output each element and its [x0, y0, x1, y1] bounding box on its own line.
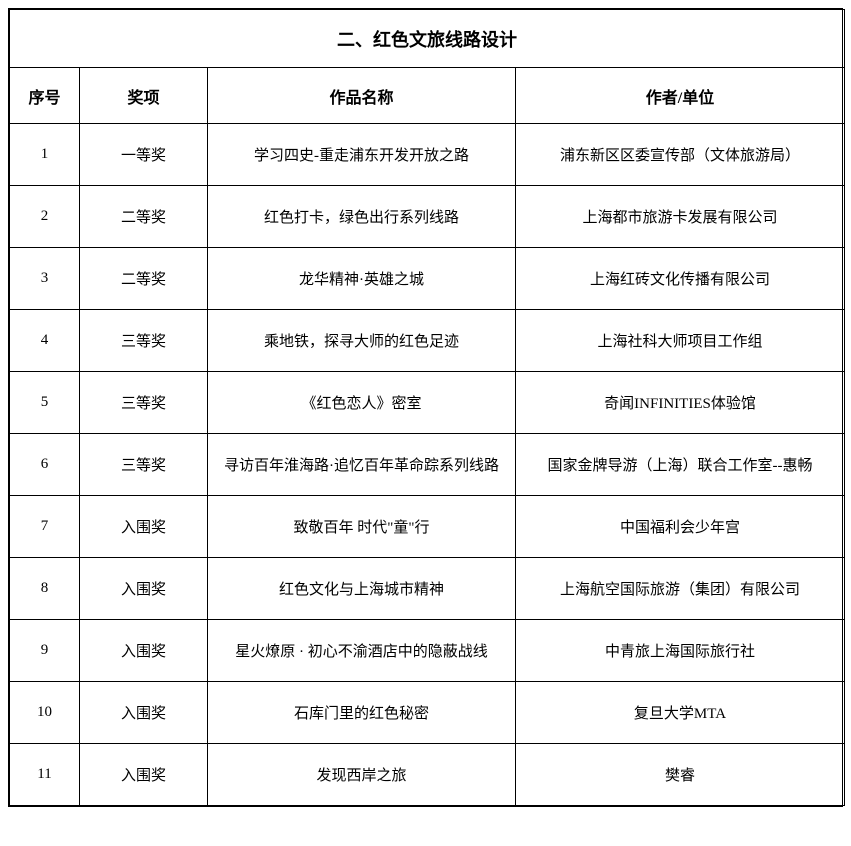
cell-award: 入围奖	[80, 744, 208, 806]
cell-seq: 4	[10, 310, 80, 372]
cell-seq: 8	[10, 558, 80, 620]
cell-author: 上海红砖文化传播有限公司	[516, 248, 845, 310]
cell-award: 入围奖	[80, 496, 208, 558]
cell-award: 三等奖	[80, 310, 208, 372]
header-seq: 序号	[10, 68, 80, 124]
cell-work: 致敬百年 时代"童"行	[208, 496, 516, 558]
cell-author: 复旦大学MTA	[516, 682, 845, 744]
cell-award: 三等奖	[80, 434, 208, 496]
cell-award: 三等奖	[80, 372, 208, 434]
header-award: 奖项	[80, 68, 208, 124]
cell-author: 中青旅上海国际旅行社	[516, 620, 845, 682]
table-row: 11入围奖发现西岸之旅樊睿	[10, 744, 845, 806]
cell-author: 国家金牌导游（上海）联合工作室--惠畅	[516, 434, 845, 496]
cell-seq: 9	[10, 620, 80, 682]
cell-award: 入围奖	[80, 682, 208, 744]
table-row: 1一等奖学习四史-重走浦东开发开放之路浦东新区区委宣传部（文体旅游局）	[10, 124, 845, 186]
header-work: 作品名称	[208, 68, 516, 124]
cell-award: 入围奖	[80, 558, 208, 620]
table-row: 4三等奖乘地铁，探寻大师的红色足迹上海社科大师项目工作组	[10, 310, 845, 372]
table-header-row: 序号 奖项 作品名称 作者/单位	[10, 68, 845, 124]
cell-work: 龙华精神·英雄之城	[208, 248, 516, 310]
cell-seq: 2	[10, 186, 80, 248]
table-row: 2二等奖红色打卡，绿色出行系列线路上海都市旅游卡发展有限公司	[10, 186, 845, 248]
cell-author: 樊睿	[516, 744, 845, 806]
cell-author: 中国福利会少年宫	[516, 496, 845, 558]
cell-author: 上海社科大师项目工作组	[516, 310, 845, 372]
cell-seq: 5	[10, 372, 80, 434]
cell-work: 学习四史-重走浦东开发开放之路	[208, 124, 516, 186]
cell-work: 发现西岸之旅	[208, 744, 516, 806]
cell-work: 红色文化与上海城市精神	[208, 558, 516, 620]
cell-award: 入围奖	[80, 620, 208, 682]
cell-award: 一等奖	[80, 124, 208, 186]
cell-author: 上海航空国际旅游（集团）有限公司	[516, 558, 845, 620]
cell-award: 二等奖	[80, 248, 208, 310]
cell-seq: 1	[10, 124, 80, 186]
cell-work: 《红色恋人》密室	[208, 372, 516, 434]
cell-work: 石库门里的红色秘密	[208, 682, 516, 744]
cell-seq: 6	[10, 434, 80, 496]
table-row: 10入围奖石库门里的红色秘密复旦大学MTA	[10, 682, 845, 744]
cell-seq: 11	[10, 744, 80, 806]
cell-author: 奇闻INFINITIES体验馆	[516, 372, 845, 434]
table-row: 9入围奖星火燎原 · 初心不渝酒店中的隐蔽战线中青旅上海国际旅行社	[10, 620, 845, 682]
table-row: 5三等奖《红色恋人》密室奇闻INFINITIES体验馆	[10, 372, 845, 434]
table-title-row: 二、红色文旅线路设计	[10, 10, 845, 68]
header-author: 作者/单位	[516, 68, 845, 124]
cell-work: 寻访百年淮海路·追忆百年革命踪系列线路	[208, 434, 516, 496]
table-row: 3二等奖龙华精神·英雄之城上海红砖文化传播有限公司	[10, 248, 845, 310]
cell-award: 二等奖	[80, 186, 208, 248]
table-row: 7入围奖致敬百年 时代"童"行中国福利会少年宫	[10, 496, 845, 558]
cell-seq: 10	[10, 682, 80, 744]
table-row: 6三等奖寻访百年淮海路·追忆百年革命踪系列线路国家金牌导游（上海）联合工作室--…	[10, 434, 845, 496]
cell-author: 上海都市旅游卡发展有限公司	[516, 186, 845, 248]
cell-author: 浦东新区区委宣传部（文体旅游局）	[516, 124, 845, 186]
cell-work: 星火燎原 · 初心不渝酒店中的隐蔽战线	[208, 620, 516, 682]
awards-table-wrapper: 二、红色文旅线路设计 序号 奖项 作品名称 作者/单位 1一等奖学习四史-重走浦…	[8, 8, 843, 807]
cell-seq: 7	[10, 496, 80, 558]
awards-table: 二、红色文旅线路设计 序号 奖项 作品名称 作者/单位 1一等奖学习四史-重走浦…	[9, 9, 845, 806]
table-row: 8入围奖红色文化与上海城市精神上海航空国际旅游（集团）有限公司	[10, 558, 845, 620]
cell-work: 红色打卡，绿色出行系列线路	[208, 186, 516, 248]
cell-seq: 3	[10, 248, 80, 310]
table-title: 二、红色文旅线路设计	[10, 10, 845, 68]
cell-work: 乘地铁，探寻大师的红色足迹	[208, 310, 516, 372]
